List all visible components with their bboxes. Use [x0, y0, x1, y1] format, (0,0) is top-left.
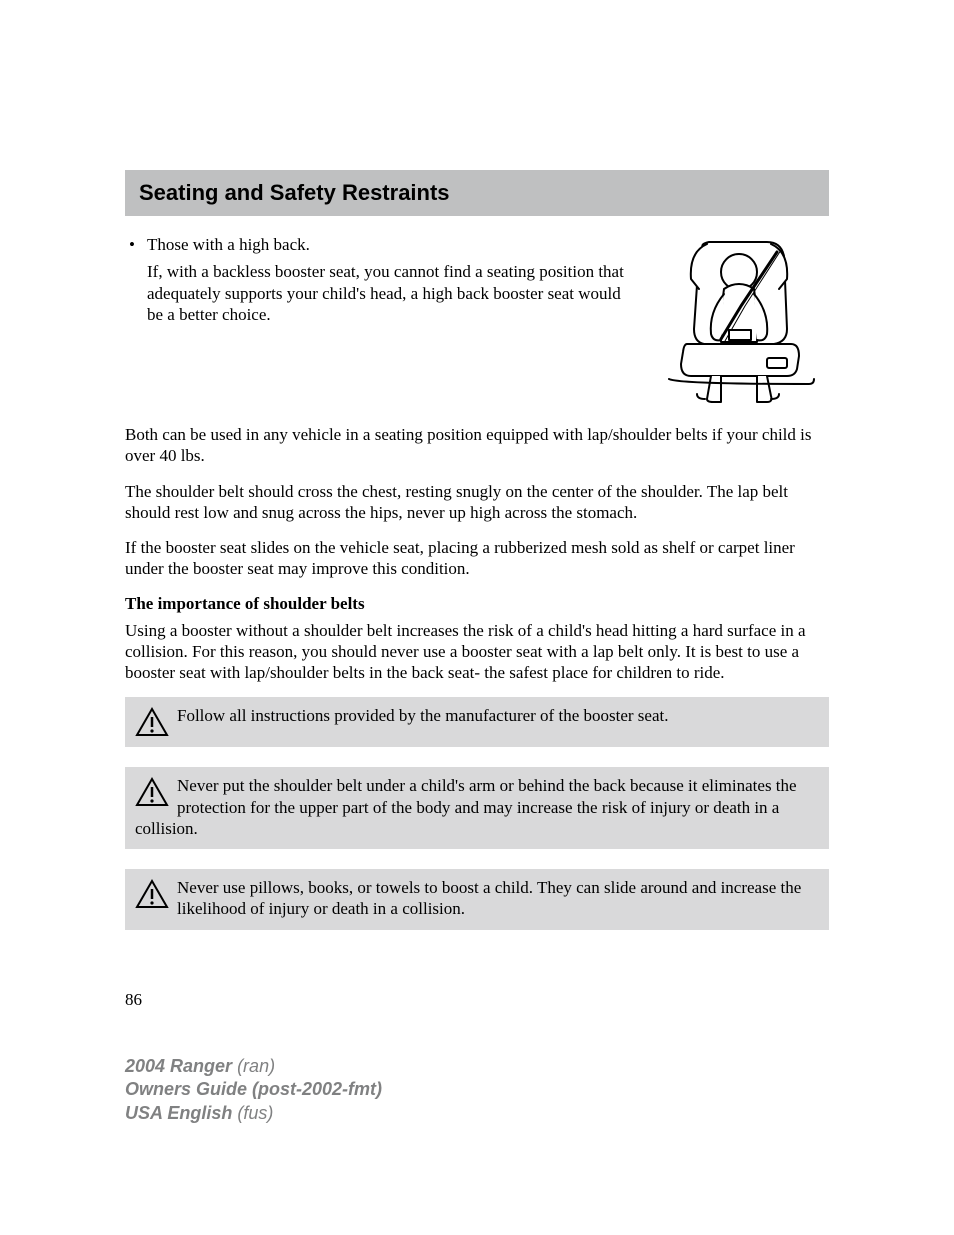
page-number: 86 [125, 990, 829, 1010]
footer-line3-rest: (fus) [232, 1103, 273, 1123]
footer-vehicle: 2004 Ranger [125, 1056, 232, 1076]
warning-triangle-icon [135, 707, 169, 737]
page-content: Seating and Safety Restraints Those with… [0, 0, 954, 1010]
footer-line-2: Owners Guide (post-2002-fmt) [125, 1078, 382, 1101]
bullet-with-illustration: Those with a high back. If, with a backl… [125, 234, 829, 404]
warning-text-2: Never put the shoulder belt under a chil… [135, 776, 797, 838]
footer-block: 2004 Ranger (ran) Owners Guide (post-200… [125, 1055, 382, 1125]
section-header: Seating and Safety Restraints [125, 170, 829, 216]
paragraph-3: If the booster seat slides on the vehicl… [125, 537, 829, 580]
footer-line-3: USA English (fus) [125, 1102, 382, 1125]
paragraph-2: The shoulder belt should cross the chest… [125, 481, 829, 524]
bullet-headline: Those with a high back. [147, 234, 629, 255]
bullet-body: If, with a backless booster seat, you ca… [147, 261, 629, 325]
warning-box-3: Never use pillows, books, or towels to b… [125, 869, 829, 930]
sub-heading: The importance of shoulder belts [125, 594, 829, 614]
booster-seat-illustration [649, 234, 829, 404]
warning-text-1: Follow all instructions provided by the … [177, 706, 668, 725]
sub-paragraph: Using a booster without a shoulder belt … [125, 620, 829, 684]
bullet-text-block: Those with a high back. If, with a backl… [125, 234, 629, 404]
warning-box-2: Never put the shoulder belt under a chil… [125, 767, 829, 849]
footer-line-1: 2004 Ranger (ran) [125, 1055, 382, 1078]
warning-triangle-icon [135, 777, 169, 807]
paragraph-1: Both can be used in any vehicle in a sea… [125, 424, 829, 467]
warning-box-1: Follow all instructions provided by the … [125, 697, 829, 747]
warning-text-3: Never use pillows, books, or towels to b… [177, 878, 801, 918]
footer-line1-rest: (ran) [232, 1056, 275, 1076]
footer-lang: USA English [125, 1103, 232, 1123]
section-title: Seating and Safety Restraints [139, 180, 815, 206]
warning-triangle-icon [135, 879, 169, 909]
